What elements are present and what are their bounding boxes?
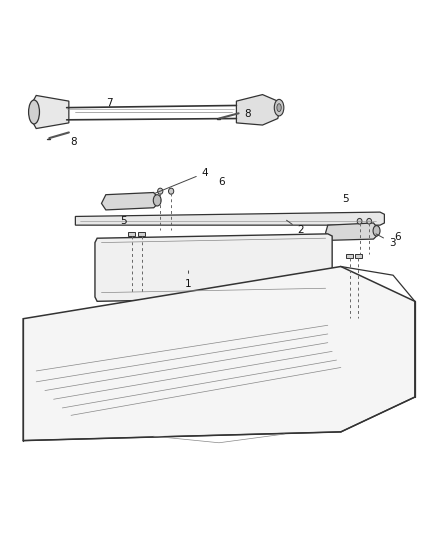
Polygon shape (32, 95, 69, 128)
Ellipse shape (274, 99, 284, 116)
Ellipse shape (169, 188, 174, 194)
Text: 1: 1 (185, 271, 192, 289)
Ellipse shape (357, 219, 362, 224)
Polygon shape (95, 234, 332, 301)
Polygon shape (75, 212, 385, 225)
Polygon shape (355, 254, 362, 258)
Text: 3: 3 (376, 234, 396, 247)
Polygon shape (325, 223, 378, 240)
Polygon shape (102, 192, 158, 210)
Text: 2: 2 (286, 220, 304, 236)
Ellipse shape (153, 195, 161, 206)
Text: 7: 7 (106, 98, 113, 108)
Ellipse shape (28, 100, 39, 124)
Polygon shape (128, 232, 135, 236)
Text: 8: 8 (70, 138, 77, 148)
Polygon shape (23, 266, 415, 441)
Text: 6: 6 (218, 176, 225, 187)
Polygon shape (237, 94, 280, 125)
Text: 8: 8 (244, 109, 251, 119)
Text: 5: 5 (120, 216, 127, 226)
Polygon shape (138, 232, 145, 236)
Text: 5: 5 (342, 194, 349, 204)
Ellipse shape (373, 225, 380, 236)
Ellipse shape (367, 219, 371, 224)
Ellipse shape (158, 188, 163, 194)
Ellipse shape (277, 104, 281, 111)
Text: 4: 4 (154, 168, 208, 193)
Text: 6: 6 (394, 232, 401, 242)
Polygon shape (346, 254, 353, 258)
